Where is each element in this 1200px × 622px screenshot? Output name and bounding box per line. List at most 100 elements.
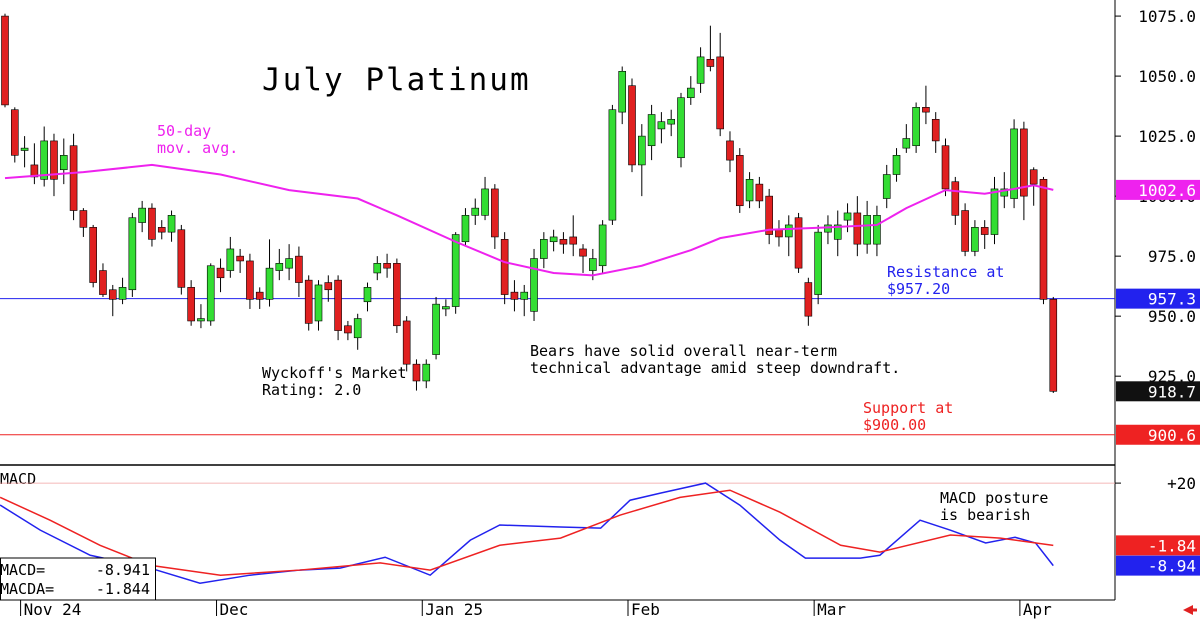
price-tag-label: 1002.6	[1138, 181, 1196, 200]
annotation: Resistance at	[887, 263, 1004, 281]
candle-body	[902, 138, 911, 149]
annotation: $900.00	[863, 416, 926, 434]
candle-body	[99, 270, 107, 295]
candle-body	[726, 140, 734, 161]
price-tag-label: -1.84	[1148, 536, 1196, 555]
annotation: Wyckoff's Market	[262, 364, 407, 382]
price-tag	[1116, 535, 1200, 556]
candle-body	[402, 320, 411, 365]
candle-body	[20, 147, 29, 151]
candle-body	[843, 212, 852, 221]
candle-body	[128, 217, 137, 291]
candle-body	[608, 109, 617, 221]
annotation: $957.20	[887, 280, 950, 298]
candle-body	[344, 325, 352, 334]
candle-body	[931, 119, 940, 142]
price-tag-label: -8.94	[1148, 557, 1196, 576]
candle-body	[334, 279, 342, 331]
price-tag	[1116, 555, 1200, 576]
x-tick-label: Dec	[220, 600, 249, 619]
x-tick-label: Mar	[817, 600, 846, 619]
price-tag	[1116, 424, 1200, 445]
annotation: Support at	[863, 399, 953, 417]
candle-body	[892, 155, 901, 175]
candle-body	[873, 215, 881, 245]
candle-body	[677, 97, 685, 159]
candle-body	[1, 15, 9, 106]
candle-body	[510, 291, 519, 300]
candle-body	[206, 265, 215, 322]
candle-body	[540, 239, 548, 259]
price-tag-label: 900.6	[1148, 426, 1196, 445]
annotation: mov. avg.	[157, 139, 238, 157]
candle-body	[765, 195, 773, 235]
candle-body	[589, 258, 597, 271]
candle-body	[89, 227, 97, 283]
candle-body	[422, 363, 431, 382]
candle-body	[255, 291, 264, 300]
candle-body	[79, 210, 88, 228]
candle-body	[1049, 299, 1058, 392]
panel-title: MACD	[0, 470, 36, 488]
annotation: Rating: 2.0	[262, 381, 361, 399]
price-tag-label: 957.3	[1148, 290, 1196, 309]
moving-average	[4, 163, 1054, 277]
candle-body	[10, 109, 19, 156]
candle-body	[353, 318, 362, 339]
annotation: is bearish	[940, 506, 1030, 524]
candle-body	[108, 289, 117, 300]
candle-body	[755, 183, 764, 202]
candle-body	[69, 145, 78, 211]
candle-body	[187, 287, 195, 322]
y-tick-label: 1050.0	[1138, 67, 1196, 86]
candle-body	[265, 267, 274, 300]
annotation: Bears have solid overall near-term	[530, 342, 837, 360]
candle-body	[1010, 128, 1018, 199]
candle-body	[647, 114, 656, 147]
candle-body	[569, 236, 578, 245]
candle-body	[696, 56, 705, 84]
candle-body	[412, 363, 421, 382]
candle-body	[951, 181, 960, 216]
candle-body	[1029, 169, 1038, 185]
candle-body	[236, 255, 244, 262]
candle-body	[1020, 128, 1028, 197]
candle-body	[157, 227, 166, 233]
candle-body	[118, 287, 127, 300]
candle-body	[824, 224, 832, 233]
candle-body	[941, 145, 950, 190]
candle-body	[579, 248, 587, 257]
candle-body	[500, 239, 509, 295]
candle-body	[853, 212, 862, 245]
legend-box	[0, 557, 156, 601]
candle-body	[314, 284, 323, 322]
candle-body	[745, 179, 754, 202]
candle-body	[461, 215, 470, 243]
candle-body	[1039, 179, 1048, 300]
scroll-arrow	[1183, 605, 1193, 615]
chart-title: July Platinum	[262, 62, 531, 98]
candle-body	[980, 227, 989, 235]
candle-body	[226, 248, 235, 271]
x-tick-label: Feb	[631, 600, 660, 619]
candle-body	[285, 258, 293, 269]
candle-body	[706, 58, 715, 67]
price-tag	[1116, 288, 1200, 309]
candle-body	[59, 155, 68, 171]
candle-body	[804, 282, 813, 317]
candle-body	[295, 255, 303, 283]
macd-line	[0, 482, 1054, 584]
candle-body	[794, 217, 803, 269]
candle-body	[324, 282, 333, 291]
legend-label: MACDA=	[0, 580, 54, 598]
candle-body	[559, 239, 568, 245]
price-tag	[1116, 179, 1200, 200]
candle-body	[716, 56, 724, 130]
y-tick-label: 1075.0	[1138, 7, 1196, 26]
price-tag-label: 918.7	[1148, 382, 1196, 401]
candle-body	[628, 85, 636, 166]
candle-body	[1000, 188, 1009, 197]
candle-body	[304, 279, 313, 324]
annotation: 50-day	[157, 122, 211, 140]
candle-body	[549, 236, 558, 243]
